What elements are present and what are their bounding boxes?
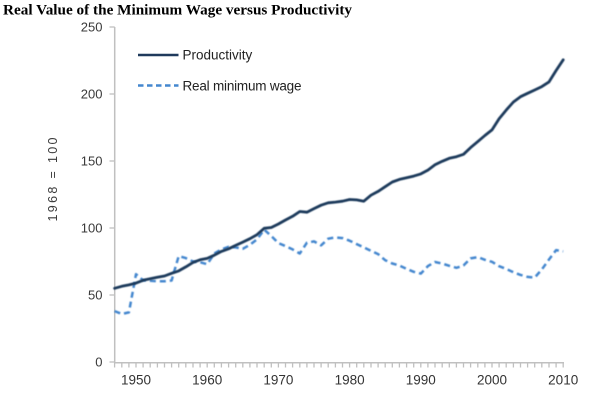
svg-text:Real minimum wage: Real minimum wage [183, 78, 302, 93]
svg-text:200: 200 [81, 87, 103, 102]
svg-text:50: 50 [88, 288, 102, 303]
svg-text:Real Value of the Minimum Wage: Real Value of the Minimum Wage versus Pr… [3, 2, 353, 18]
svg-text:Productivity: Productivity [183, 48, 253, 63]
svg-text:150: 150 [81, 154, 103, 169]
svg-text:1950: 1950 [121, 373, 151, 388]
svg-text:1990: 1990 [406, 373, 436, 388]
svg-text:2000: 2000 [477, 373, 507, 388]
svg-text:1980: 1980 [335, 373, 365, 388]
svg-text:100: 100 [81, 221, 103, 236]
svg-text:1968 = 100: 1968 = 100 [46, 137, 60, 221]
svg-text:1960: 1960 [192, 373, 222, 388]
svg-text:250: 250 [81, 20, 103, 35]
svg-text:0: 0 [95, 355, 102, 370]
svg-text:1970: 1970 [263, 373, 293, 388]
svg-text:2010: 2010 [548, 373, 578, 388]
